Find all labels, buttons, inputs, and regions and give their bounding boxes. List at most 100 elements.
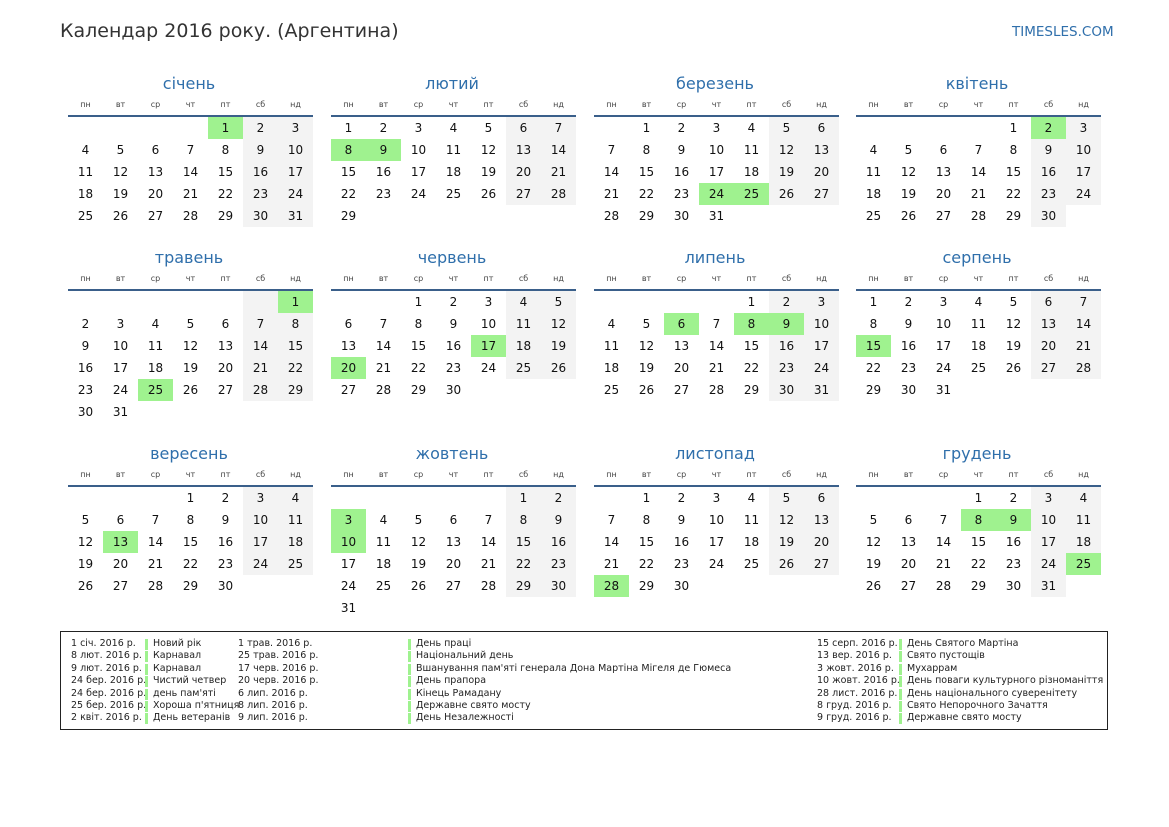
weekday-label: пт [220, 470, 231, 479]
empty-cell [331, 487, 366, 509]
day-cell: 25 [278, 553, 313, 575]
month-divider [68, 289, 313, 291]
day-cell: 21 [970, 187, 987, 201]
day-cell: 13 [935, 165, 952, 179]
day-grid: 1 2 3 4 5 6 7 8 9 10 11 12 13 14 15 16 17 18 19 20 21 22 23 24 2… [594, 291, 839, 401]
day-cell: 9 [243, 139, 278, 161]
day-cell: 6 [804, 487, 839, 509]
day-grid: 1 2 3 4 5 6 7 8 9 10 11 12 13 14 15 16 17 18 19 20 21 22 23 24 2… [856, 291, 1101, 401]
day-cell: 26 [769, 183, 804, 205]
day-cell: 22 [638, 187, 655, 201]
weekday-label: чт [448, 100, 459, 109]
day-cell: 15 [340, 165, 357, 179]
holiday-day-cell: 6 [664, 313, 699, 335]
holiday-date: 3 жовт. 2016 р. [817, 662, 894, 674]
day-cell: 25 [506, 357, 541, 379]
holiday-day-cell: 3 [331, 509, 366, 531]
month-name: лютий [425, 74, 479, 93]
month-name: липень [684, 248, 746, 267]
weekday-label: вт [115, 274, 126, 283]
weekday-label: ср [676, 274, 687, 283]
day-cell: 9 [541, 509, 576, 531]
weekday-header: пн вт ср чт пт сб нд [594, 272, 839, 285]
day-cell: 1 [1009, 121, 1018, 135]
day-cell: 17 [112, 361, 129, 375]
month-divider [331, 115, 576, 117]
weekday-label: пн [343, 100, 354, 109]
day-cell: 6 [904, 513, 913, 527]
day-cell: 3 [1031, 487, 1066, 509]
day-cell: 12 [77, 535, 94, 549]
day-cell: 1 [747, 295, 756, 309]
weekday-label: чт [711, 100, 722, 109]
day-cell: 10 [708, 143, 725, 157]
weekday-label: пт [746, 274, 757, 283]
weekday-header: пн вт ср чт пт сб нд [856, 98, 1101, 111]
day-cell: 17 [278, 161, 313, 183]
day-cell: 14 [603, 165, 620, 179]
day-cell: 28 [541, 183, 576, 205]
day-cell: 7 [151, 513, 160, 527]
empty-cell [401, 487, 436, 509]
day-cell: 5 [642, 317, 651, 331]
day-cell: 7 [712, 317, 721, 331]
day-cell: 22 [865, 361, 882, 375]
day-cell: 11 [147, 339, 164, 353]
day-cell: 16 [375, 165, 392, 179]
day-cell: 25 [375, 579, 392, 593]
day-cell: 10 [112, 339, 129, 353]
month-block: серпень пн вт ср чт пт сб нд 1 2 3 4 5 6 7 8 9 10 11 12 13 14… [856, 247, 1101, 401]
month-name: серпень [942, 248, 1012, 267]
weekday-label: ср [150, 274, 161, 283]
day-cell: 31 [340, 601, 357, 615]
weekday-label: вт [641, 274, 652, 283]
empty-cell [856, 487, 891, 509]
day-cell: 1 [642, 121, 651, 135]
holiday-date: 9 лют. 2016 р. [71, 662, 142, 674]
holiday-day-cell: 8 [734, 313, 769, 335]
day-cell: 28 [1066, 357, 1101, 379]
day-cell: 10 [935, 317, 952, 331]
empty-cell [436, 487, 471, 509]
day-cell: 14 [603, 535, 620, 549]
holiday-day-cell: 25 [138, 379, 173, 401]
weekday-label: нд [290, 470, 301, 479]
day-cell: 6 [116, 513, 125, 527]
holiday-date: 24 бер. 2016 р. [71, 675, 147, 687]
holiday-name: Державне свято мосту [907, 712, 1022, 724]
weekday-label: нд [816, 274, 827, 283]
day-cell: 8 [186, 513, 195, 527]
day-cell: 4 [278, 487, 313, 509]
page-title: Календар 2016 року. (Аргентина) [60, 20, 399, 42]
day-cell: 30 [900, 383, 917, 397]
day-cell: 16 [445, 339, 462, 353]
holiday-day-cell: 28 [594, 575, 629, 597]
day-cell: 7 [379, 317, 388, 331]
day-cell: 24 [278, 183, 313, 205]
day-cell: 4 [151, 317, 160, 331]
day-cell: 5 [414, 513, 423, 527]
month-name: жовтень [415, 444, 489, 463]
weekday-label: вт [641, 470, 652, 479]
month-block: вересень пн вт ср чт пт сб нд 1 2 3 4 5 6 7 8 9 10 11 12 13 1… [68, 443, 313, 597]
day-cell: 21 [708, 361, 725, 375]
site-link[interactable]: TIMESLES.COM [1012, 24, 1114, 40]
weekday-label: сб [1043, 274, 1054, 283]
day-cell: 22 [410, 361, 427, 375]
day-cell: 16 [673, 535, 690, 549]
weekday-label: нд [1078, 100, 1089, 109]
weekday-label: пн [606, 100, 617, 109]
holiday-marker [408, 651, 411, 663]
day-cell: 15 [1005, 165, 1022, 179]
holiday-day-cell: 25 [734, 183, 769, 205]
day-cell: 9 [221, 513, 230, 527]
month-name: листопад [675, 444, 755, 463]
day-cell: 31 [1031, 575, 1066, 597]
holiday-marker [899, 663, 902, 675]
day-cell: 21 [1066, 335, 1101, 357]
day-cell: 14 [243, 335, 278, 357]
month-block: травень пн вт ср чт пт сб нд 1 2 3 4 5 6 7 8 9 10 11 12 13 14… [68, 247, 313, 423]
empty-cell [208, 291, 243, 313]
day-cell: 25 [77, 209, 94, 223]
day-cell: 8 [869, 317, 878, 331]
